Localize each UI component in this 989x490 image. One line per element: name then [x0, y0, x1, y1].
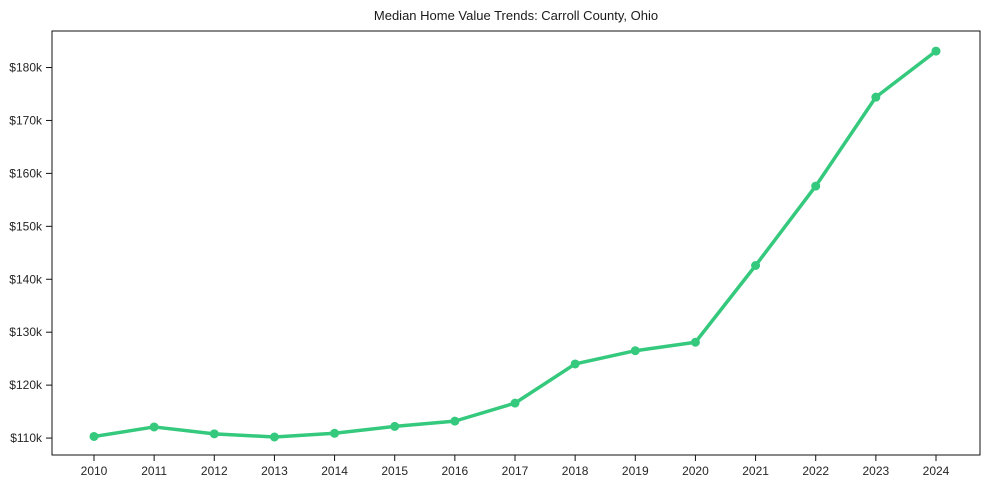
data-point-2023 [871, 92, 881, 102]
data-point-2015 [390, 421, 400, 431]
data-point-2016 [450, 416, 460, 426]
x-tick-label: 2021 [742, 464, 769, 478]
data-point-2013 [269, 432, 279, 442]
y-tick-label: $140k [9, 272, 43, 286]
x-tick-label: 2010 [81, 464, 108, 478]
data-point-2014 [330, 428, 340, 438]
x-tick-label: 2020 [682, 464, 709, 478]
data-point-2018 [570, 359, 580, 369]
x-tick-label: 2024 [923, 464, 950, 478]
trend-line [92, 49, 938, 439]
x-tick-label: 2016 [442, 464, 469, 478]
plot-frame [51, 30, 981, 456]
y-tick-label: $110k [10, 431, 43, 445]
data-point-2024 [931, 46, 941, 56]
x-tick-label: 2022 [802, 464, 829, 478]
x-tick-label: 2011 [141, 464, 167, 478]
x-tick-label: 2014 [321, 464, 348, 478]
x-tick-label: 2018 [562, 464, 589, 478]
data-point-2011 [149, 422, 159, 432]
x-tick-label: 2015 [381, 464, 408, 478]
x-tick-label: 2017 [502, 464, 529, 478]
data-point-2022 [811, 181, 821, 191]
y-tick-label: $150k [9, 219, 43, 233]
data-point-2010 [89, 431, 99, 441]
chart-title: Median Home Value Trends: Carroll County… [373, 8, 659, 23]
x-tick-label: 2019 [622, 464, 649, 478]
data-point-2012 [209, 429, 219, 439]
y-tick-label: $170k [9, 113, 43, 127]
x-tick-label: 2013 [261, 464, 288, 478]
y-tick-label: $160k [9, 166, 43, 180]
data-point-2021 [751, 260, 761, 270]
y-tick-label: $180k [9, 61, 43, 75]
data-point-2020 [690, 337, 700, 347]
data-point-2019 [630, 346, 640, 356]
data-point-2017 [510, 398, 520, 408]
x-tick-label: 2023 [863, 464, 890, 478]
y-tick-label: $130k [9, 325, 43, 339]
y-tick-label: $120k [9, 378, 43, 392]
x-tick-label: 2012 [201, 464, 228, 478]
